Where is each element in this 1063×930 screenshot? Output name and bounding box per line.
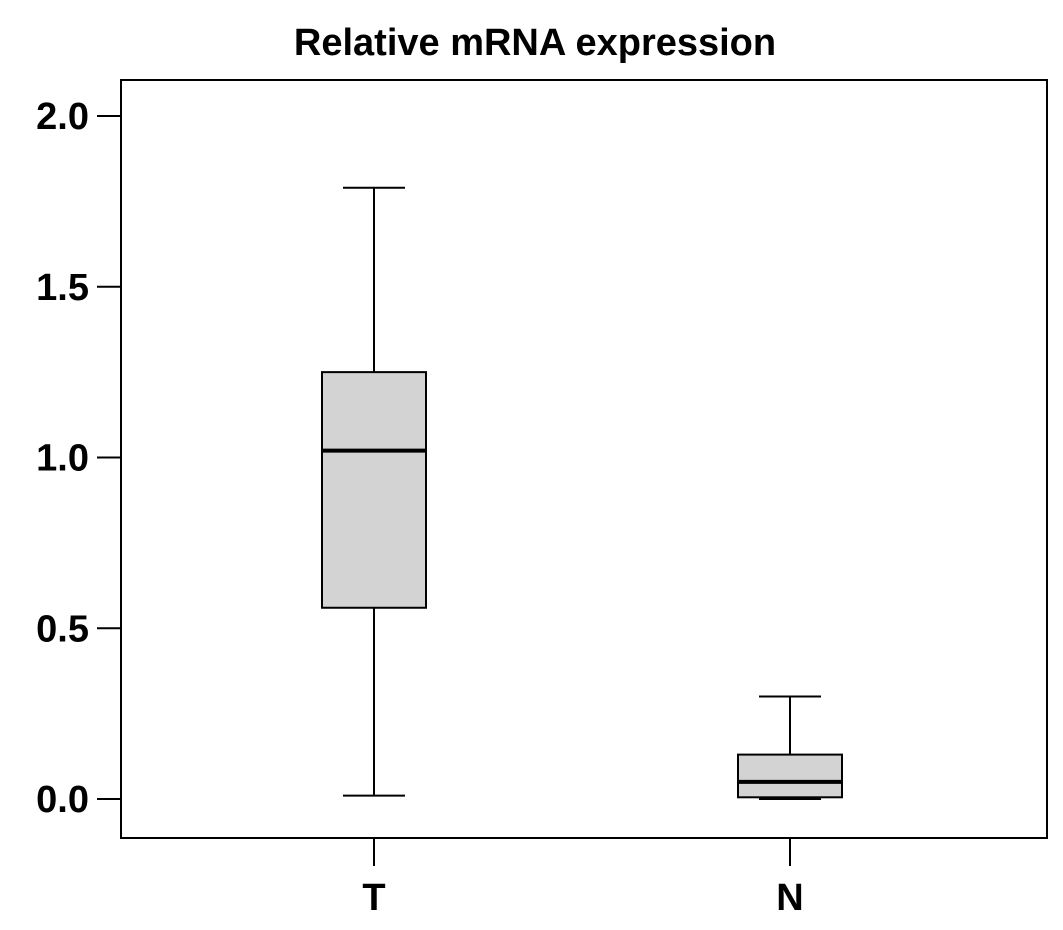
y-tick-label: 2.0: [36, 96, 89, 138]
interquartile-box: [321, 371, 427, 609]
box-series: [321, 186, 843, 800]
interquartile-box: [737, 753, 843, 799]
box-T: [321, 186, 427, 797]
x-category-label: N: [776, 877, 803, 919]
chart-title: Relative mRNA expression: [294, 22, 776, 64]
box-N: [737, 695, 843, 800]
y-axis: 0.0 0.5 1.0 1.5 2.0: [36, 96, 121, 821]
y-tick-label: 0.5: [36, 608, 89, 650]
x-category-label: T: [362, 877, 385, 919]
y-tick-label: 1.0: [36, 438, 89, 480]
y-tick-label: 1.5: [36, 267, 89, 309]
y-tick-label: 0.0: [36, 779, 89, 821]
plot-area-frame: [120, 79, 1048, 839]
